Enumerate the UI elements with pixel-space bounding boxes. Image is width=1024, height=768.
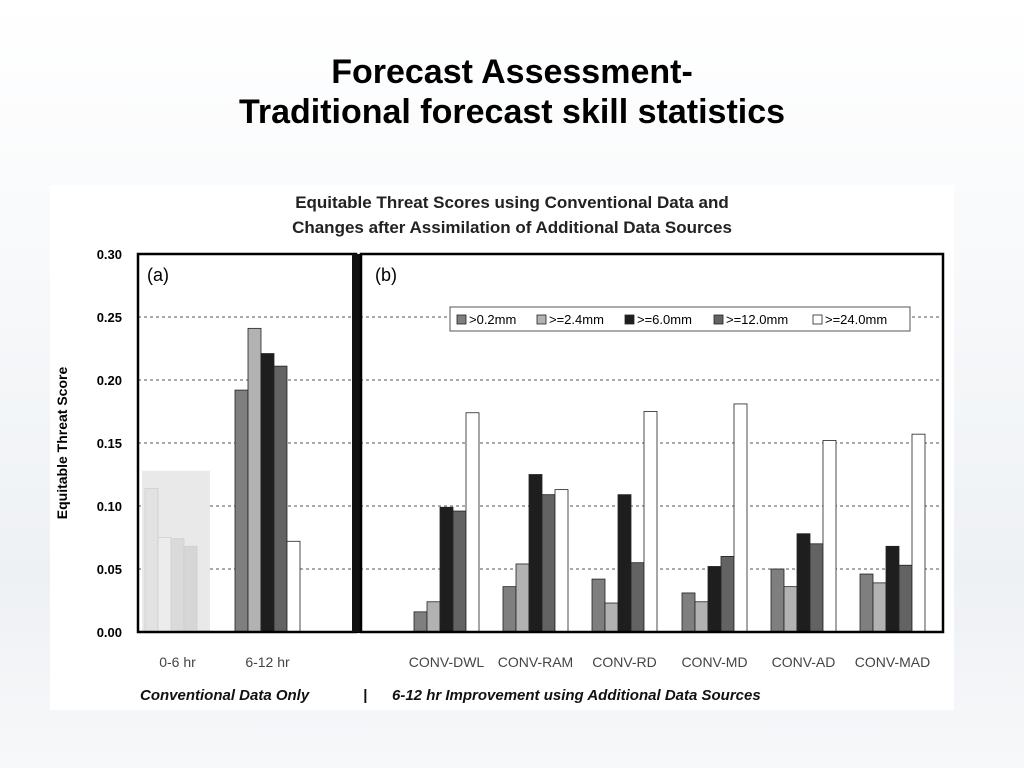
panel-divider <box>352 254 361 632</box>
bar-layer <box>142 327 926 633</box>
bar <box>733 403 748 633</box>
label-layer: 0.00 0.05 0.10 0.15 0.20 0.25 0.30 0-6 hr 6-12 h… <box>97 247 931 670</box>
legend-swatch <box>713 314 724 325</box>
bar <box>643 411 658 633</box>
legend-label: >0.2mm <box>469 312 516 327</box>
slide-title-line2: Traditional forecast skill statistics <box>238 93 786 131</box>
legend-label: >=12.0mm <box>726 312 788 327</box>
bar <box>273 365 288 633</box>
footer-separator: | <box>363 687 367 704</box>
y-tick-label: 0.20 <box>97 373 122 388</box>
panel-b-label: (b) <box>375 265 397 285</box>
chart-figure: Equitable Threat Scores using Convention… <box>50 185 954 710</box>
category-label: CONV-MD <box>681 654 747 670</box>
bar <box>554 489 569 633</box>
bar <box>911 433 926 633</box>
category-label: 6-12 hr <box>245 654 290 670</box>
frame-layer <box>136 252 945 634</box>
bar <box>720 555 735 633</box>
bar <box>694 601 709 633</box>
bar <box>885 545 900 633</box>
legend-label: >=2.4mm <box>549 312 604 327</box>
legend-swatch <box>812 314 823 325</box>
bar <box>707 566 722 633</box>
bar <box>413 611 428 633</box>
bar <box>872 582 887 633</box>
category-label: CONV-DWL <box>409 654 485 670</box>
footer-right: 6-12 hr Improvement using Additional Dat… <box>392 687 761 704</box>
footer-left: Conventional Data Only <box>140 687 310 704</box>
bar <box>426 601 441 633</box>
panel-b-frame <box>359 252 945 634</box>
bar <box>515 563 530 633</box>
legend-swatch <box>456 314 467 325</box>
bar <box>898 564 913 633</box>
legend-box <box>449 306 911 332</box>
bar <box>502 586 517 633</box>
bar <box>183 545 198 633</box>
legend: >0.2mm >=2.4mm >=6.0mm >=12.0mm >=24.0mm <box>449 306 911 332</box>
y-tick-label: 0.05 <box>97 562 122 577</box>
slide-title-line1: Forecast Assessment- <box>331 53 693 91</box>
y-tick-label: 0.00 <box>97 625 122 640</box>
bar <box>260 353 275 633</box>
bar <box>591 578 606 633</box>
bar <box>809 543 824 633</box>
legend-swatch <box>624 314 635 325</box>
y-tick-label: 0.15 <box>97 436 122 451</box>
chart-title-line2: Changes after Assimilation of Additional… <box>292 218 732 237</box>
bar <box>783 586 798 633</box>
bar <box>859 573 874 633</box>
chart-title-line1: Equitable Threat Scores using Convention… <box>295 193 729 212</box>
bar <box>465 412 480 633</box>
bar <box>822 440 837 633</box>
bar <box>144 487 159 633</box>
bar <box>234 389 249 633</box>
y-tick-label: 0.25 <box>97 310 122 325</box>
bar <box>681 592 696 633</box>
legend-label: >=24.0mm <box>825 312 887 327</box>
y-axis-label: Equitable Threat Score <box>54 367 70 520</box>
category-label: CONV-RAM <box>498 654 573 670</box>
bar <box>604 602 619 633</box>
legend-swatch <box>536 314 547 325</box>
category-label: CONV-AD <box>772 654 836 670</box>
y-tick-label: 0.10 <box>97 499 122 514</box>
bar <box>286 540 301 633</box>
category-label: CONV-RD <box>592 654 657 670</box>
bar <box>452 510 467 633</box>
bar <box>528 474 543 633</box>
slide-title: Forecast Assessment- Traditional forecas… <box>0 52 1024 132</box>
chart-svg: Equitable Threat Scores using Convention… <box>54 193 945 704</box>
bar <box>541 494 556 633</box>
bar <box>770 568 785 633</box>
category-label: CONV-MAD <box>855 654 930 670</box>
bar <box>157 537 172 633</box>
bar <box>617 494 632 633</box>
bar <box>796 533 811 633</box>
panel-a-label: (a) <box>147 265 169 285</box>
category-label: 0-6 hr <box>159 654 196 670</box>
bar <box>630 562 645 633</box>
bar <box>170 538 185 633</box>
bar <box>247 327 262 633</box>
legend-label: >=6.0mm <box>637 312 692 327</box>
y-tick-label: 0.30 <box>97 247 122 262</box>
bar <box>439 506 454 633</box>
